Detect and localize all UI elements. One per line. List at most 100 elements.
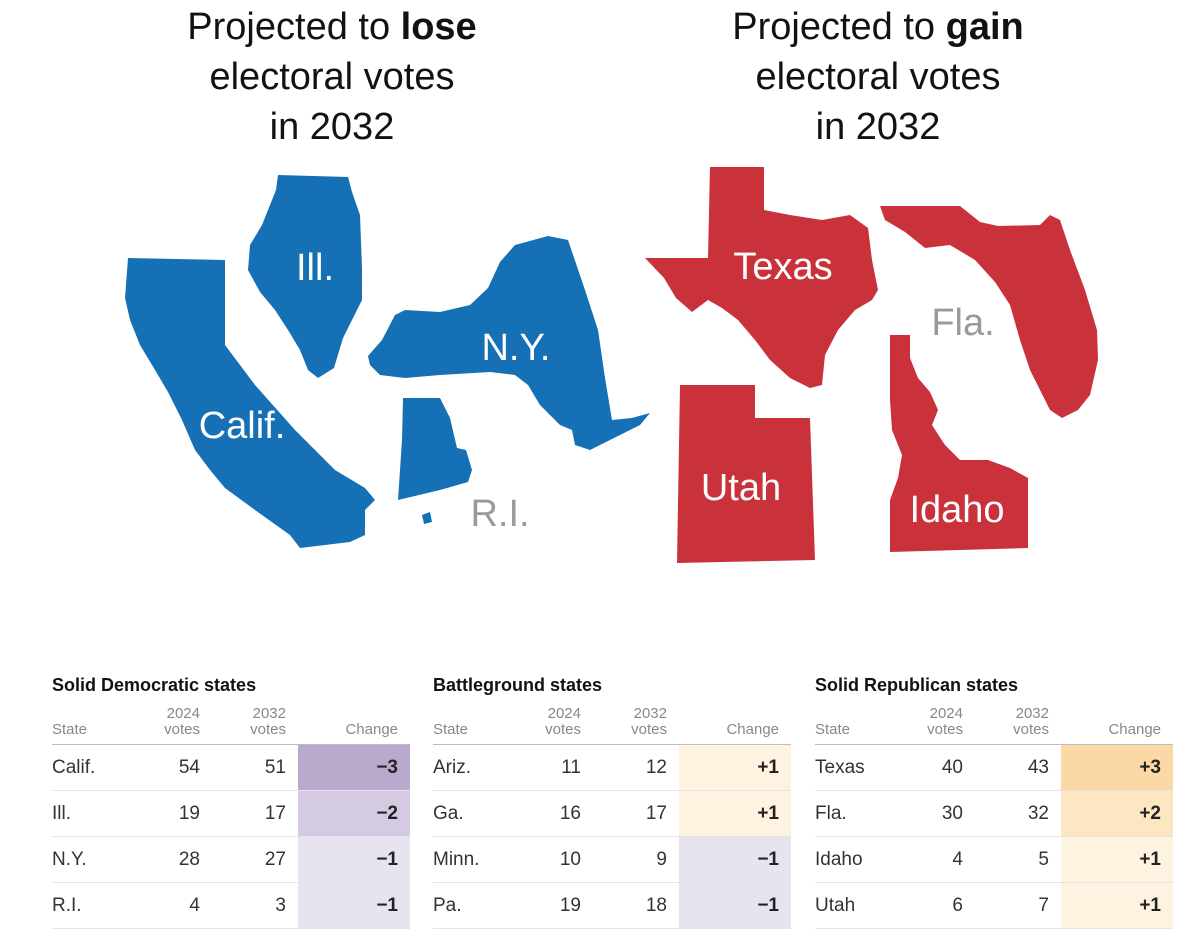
cell-change-value: +1 bbox=[757, 803, 779, 824]
cell-state: Minn. bbox=[433, 849, 480, 870]
column-header-2024-text: 2024 votes bbox=[927, 705, 963, 738]
state-shape-florida bbox=[880, 206, 1098, 418]
column-header-2024: 2024 votes bbox=[927, 706, 963, 738]
column-header-2032-text: 2032 votes bbox=[250, 705, 286, 738]
column-header-2024-text: 2024 votes bbox=[164, 705, 200, 738]
map-label-rhode-island: R.I. bbox=[470, 493, 529, 535]
heading-gain-line2: electoral votes bbox=[755, 56, 1001, 98]
cell-change: +2 bbox=[1061, 791, 1173, 836]
cell-change-value: +2 bbox=[1139, 803, 1161, 824]
heading-lose-line3: in 2032 bbox=[269, 106, 395, 148]
column-header-2032-text: 2032 votes bbox=[631, 705, 667, 738]
table-header: State 2024 votes 2032 votes Change bbox=[815, 698, 1173, 745]
map-label-illinois: Ill. bbox=[296, 247, 334, 289]
cell-change-value: +1 bbox=[757, 757, 779, 778]
cell-change-value: −1 bbox=[757, 849, 779, 870]
losing-states bbox=[125, 175, 650, 548]
state-shape-illinois bbox=[248, 175, 362, 378]
state-shape-california bbox=[125, 258, 375, 548]
table-solid-republican: Solid Republican states State 2024 votes … bbox=[815, 672, 1173, 929]
column-header-state: State bbox=[52, 721, 88, 738]
cell-change: −1 bbox=[679, 883, 791, 928]
cell-state: Pa. bbox=[433, 895, 462, 916]
map-label-california: Calif. bbox=[199, 405, 286, 447]
cell-change-value: −2 bbox=[376, 803, 398, 824]
table-row: Utah 6 7 +1 bbox=[815, 883, 1173, 929]
heading-lose-line2: electoral votes bbox=[209, 56, 455, 98]
cell-change-value: +1 bbox=[1139, 849, 1161, 870]
heading-gain-line3: in 2032 bbox=[815, 106, 941, 148]
table-row: Idaho 4 5 +1 bbox=[815, 837, 1173, 883]
cell-change: −1 bbox=[679, 837, 791, 882]
cell-change: −2 bbox=[298, 791, 410, 836]
state-shape-texas bbox=[645, 167, 878, 388]
cell-2024-votes: 40 bbox=[941, 757, 963, 778]
column-header-state: State bbox=[433, 721, 469, 738]
table-row: R.I. 4 3 −1 bbox=[52, 883, 410, 929]
cell-2032-votes: 18 bbox=[645, 895, 667, 916]
column-header-2024: 2024 votes bbox=[545, 706, 581, 738]
table-solid-democratic: Solid Democratic states State 2024 votes … bbox=[52, 672, 410, 929]
cell-change: −1 bbox=[298, 883, 410, 928]
heading-lose: Projected to lose electoral votes in 203… bbox=[122, 2, 542, 152]
cell-change-value: +3 bbox=[1139, 757, 1161, 778]
table-row: Ga. 16 17 +1 bbox=[433, 791, 791, 837]
table-header: State 2024 votes 2032 votes Change bbox=[433, 698, 791, 745]
state-shape-rhode-island bbox=[398, 398, 472, 500]
cell-state: N.Y. bbox=[52, 849, 87, 870]
table-rows: Calif. 54 51 −3 Ill. 19 17 −2 N.Y. 28 27 −1 R.I. 4 3 −1 bbox=[52, 745, 410, 929]
cell-change-value: −1 bbox=[376, 895, 398, 916]
cell-2032-votes: 51 bbox=[264, 757, 286, 778]
cell-2024-votes: 4 bbox=[189, 895, 200, 916]
heading-gain-bold: gain bbox=[945, 6, 1024, 48]
cell-2024-votes: 54 bbox=[178, 757, 200, 778]
heading-lose-pre: Projected to bbox=[187, 6, 401, 48]
cell-change: −3 bbox=[298, 745, 410, 790]
cell-2032-votes: 43 bbox=[1027, 757, 1049, 778]
cell-2024-votes: 19 bbox=[559, 895, 581, 916]
table-title: Battleground states bbox=[433, 675, 603, 695]
state-shape-idaho bbox=[890, 335, 1028, 552]
cell-state: Ariz. bbox=[433, 757, 471, 778]
cell-2024-votes: 11 bbox=[561, 757, 581, 778]
heading-lose-bold: lose bbox=[400, 6, 477, 48]
cell-state: Ga. bbox=[433, 803, 464, 824]
cell-2032-votes: 7 bbox=[1038, 895, 1049, 916]
cell-2024-votes: 6 bbox=[952, 895, 963, 916]
cell-2032-votes: 17 bbox=[264, 803, 286, 824]
heading-gain: Projected to gain electoral votes in 203… bbox=[668, 2, 1088, 152]
cell-change-value: −1 bbox=[757, 895, 779, 916]
cell-state: R.I. bbox=[52, 895, 82, 916]
map-label-idaho: Idaho bbox=[909, 489, 1004, 531]
cell-change: +1 bbox=[679, 745, 791, 790]
cell-2024-votes: 16 bbox=[559, 803, 581, 824]
cell-change-value: −1 bbox=[376, 849, 398, 870]
cell-2024-votes: 28 bbox=[178, 849, 200, 870]
cell-change: +3 bbox=[1061, 745, 1173, 790]
cell-state: Ill. bbox=[52, 803, 71, 824]
cell-change-value: −3 bbox=[376, 757, 398, 778]
cell-2024-votes: 10 bbox=[559, 849, 581, 870]
cell-2024-votes: 4 bbox=[952, 849, 963, 870]
table-row: Calif. 54 51 −3 bbox=[52, 745, 410, 791]
column-header-state: State bbox=[815, 721, 851, 738]
column-header-2032-text: 2032 votes bbox=[1013, 705, 1049, 738]
table-row: N.Y. 28 27 −1 bbox=[52, 837, 410, 883]
column-header-change: Change bbox=[345, 721, 398, 738]
cell-state: Calif. bbox=[52, 757, 96, 778]
table-rows: Texas 40 43 +3 Fla. 30 32 +2 Idaho 4 5 +1 Utah 6 7 +1 bbox=[815, 745, 1173, 929]
column-header-2032: 2032 votes bbox=[1013, 706, 1049, 738]
cell-state: Idaho bbox=[815, 849, 863, 870]
column-header-2024: 2024 votes bbox=[164, 706, 200, 738]
table-header: State 2024 votes 2032 votes Change bbox=[52, 698, 410, 745]
map-label-florida: Fla. bbox=[931, 302, 994, 344]
table-row: Pa. 19 18 −1 bbox=[433, 883, 791, 929]
cell-2032-votes: 32 bbox=[1027, 803, 1049, 824]
table-battleground: Battleground states State 2024 votes 2032… bbox=[433, 672, 791, 929]
column-header-2032: 2032 votes bbox=[250, 706, 286, 738]
state-shape-new-york bbox=[368, 236, 650, 450]
column-header-change: Change bbox=[726, 721, 779, 738]
cell-2032-votes: 27 bbox=[264, 849, 286, 870]
cell-2032-votes: 12 bbox=[645, 757, 667, 778]
cell-2032-votes: 3 bbox=[275, 895, 286, 916]
